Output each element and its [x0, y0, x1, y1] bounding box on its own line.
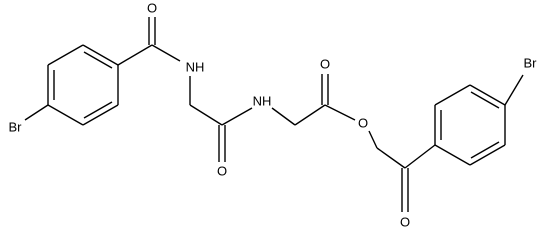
atom-label: NH — [253, 93, 272, 108]
molecule-diagram: O NH Br O NH O O Br O — [9, 0, 538, 229]
atom-label: O — [217, 163, 227, 178]
atom-label: O — [358, 115, 368, 130]
atom-label: NH — [186, 59, 205, 74]
atom-label: Br — [9, 119, 23, 134]
atom-label: O — [320, 56, 330, 71]
atom-label: Br — [524, 55, 538, 70]
atom-label: O — [400, 214, 410, 229]
bonds — [24, 17, 524, 212]
atom-label: O — [147, 0, 157, 15]
